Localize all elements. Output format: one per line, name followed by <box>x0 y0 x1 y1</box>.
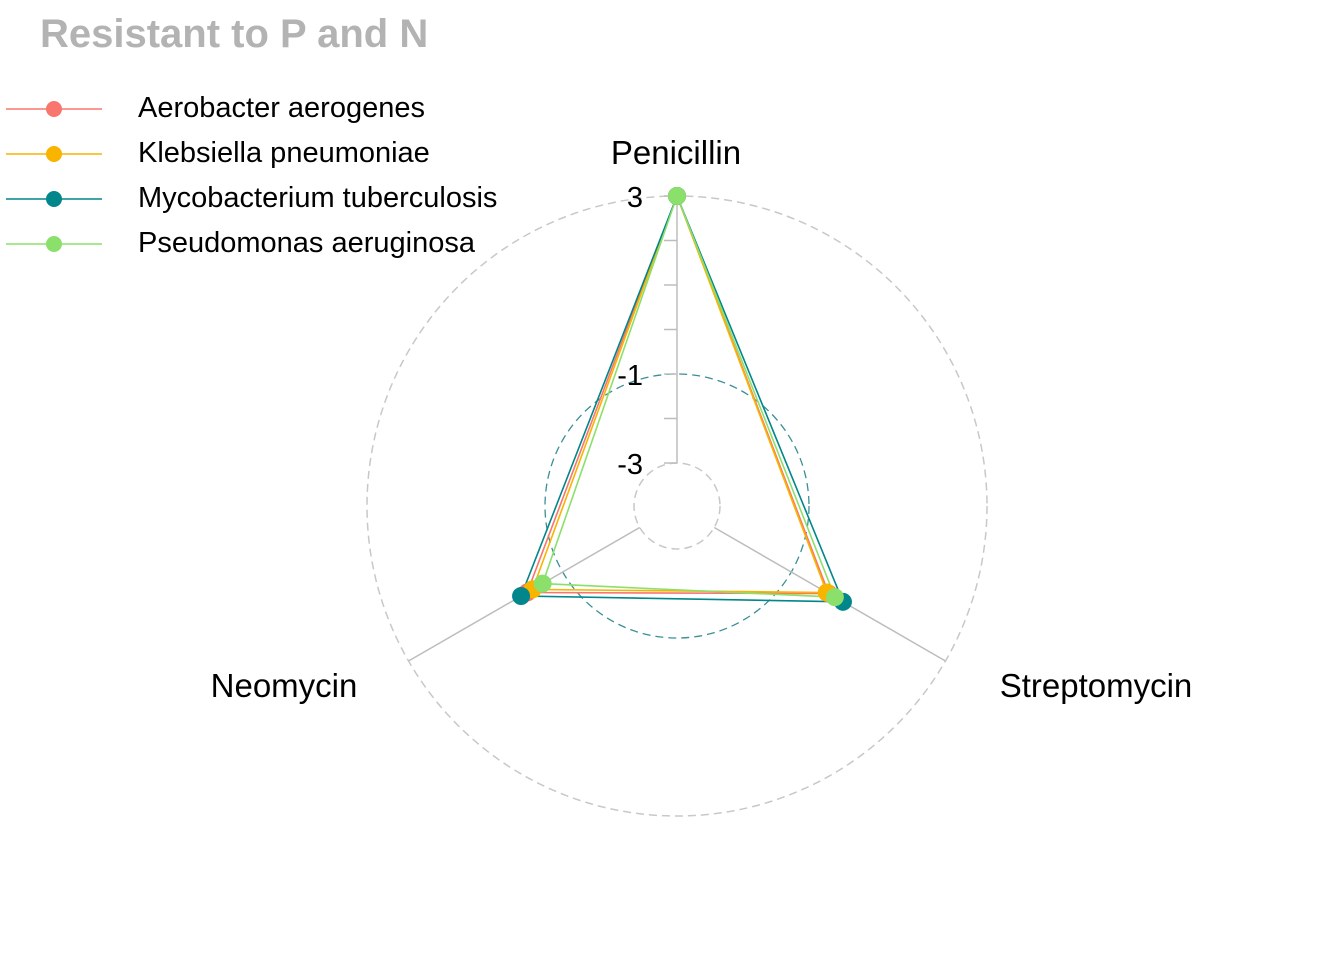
grid-circle-max <box>366 195 988 817</box>
axis-line <box>713 526 946 662</box>
series-line <box>519 193 845 603</box>
data-point <box>833 592 852 611</box>
data-point <box>668 187 686 205</box>
data-point <box>825 588 844 607</box>
legend-key-line-icon <box>6 236 102 252</box>
axis-line <box>408 526 641 662</box>
axis-label: Penicillin <box>611 134 741 171</box>
grid-circle-min <box>633 462 721 550</box>
grid-circle-mid <box>544 373 810 639</box>
series-line <box>531 193 828 594</box>
legend-label: Aerobacter aerogenes <box>138 92 425 124</box>
series-line <box>526 193 830 595</box>
data-point <box>668 187 686 205</box>
data-point <box>518 583 537 602</box>
data-point <box>523 580 542 599</box>
series-line <box>541 193 837 598</box>
legend-label: Mycobacterium tuberculosis <box>138 182 498 214</box>
data-point <box>817 583 836 602</box>
legend-key-line-icon <box>6 191 102 207</box>
data-point <box>668 187 686 205</box>
legend-key-line-icon <box>6 146 102 162</box>
axis-label: Streptomycin <box>1000 667 1193 704</box>
data-point <box>512 587 531 606</box>
grid-label: -3 <box>617 449 643 481</box>
data-point <box>668 187 686 205</box>
grid-label: -1 <box>617 360 643 392</box>
legend-label: Klebsiella pneumoniae <box>138 137 430 169</box>
data-point <box>819 584 838 603</box>
grid-label: 3 <box>627 182 643 214</box>
axis-label: Neomycin <box>211 667 358 704</box>
legend-label: Pseudomonas aeruginosa <box>138 227 475 259</box>
legend-key-line-icon <box>6 101 102 117</box>
data-point <box>533 574 552 593</box>
chart-title: Resistant to P and N <box>40 12 429 56</box>
